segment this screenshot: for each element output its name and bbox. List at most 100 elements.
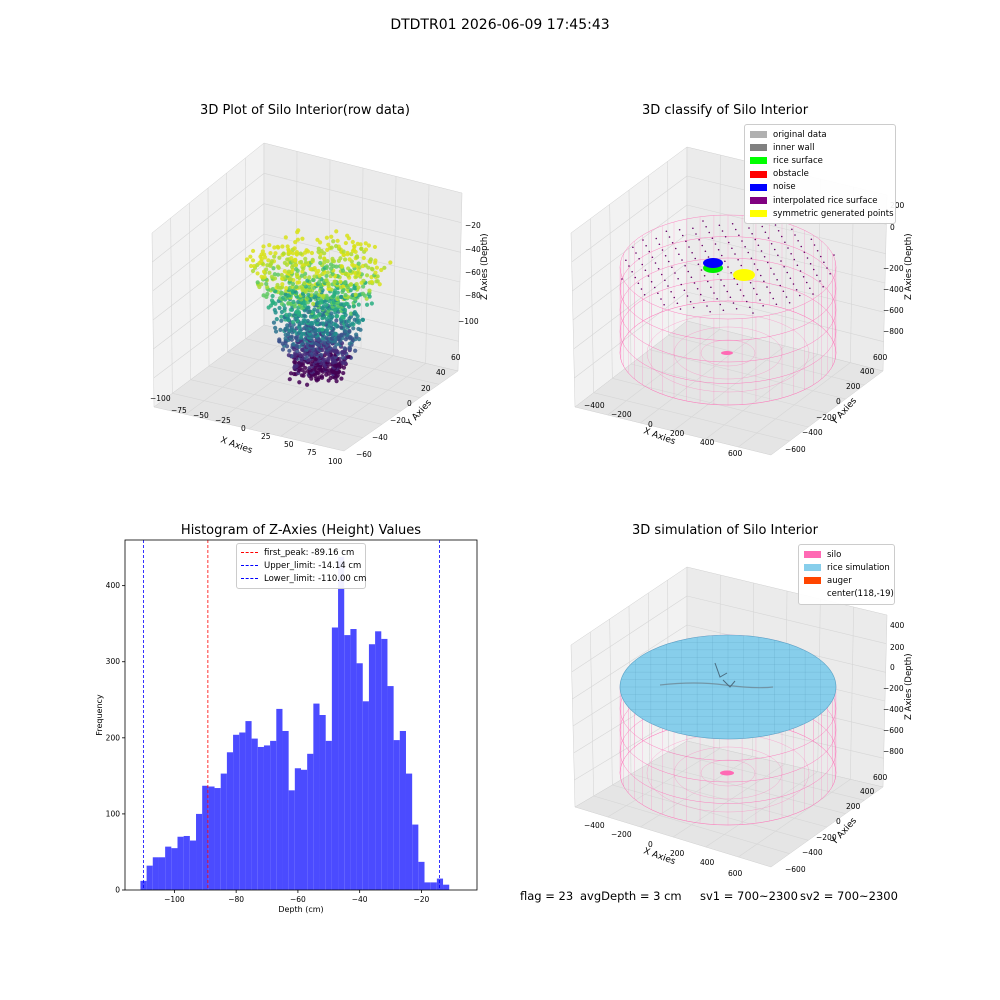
histogram-reference-lines <box>143 540 440 890</box>
histogram-ylabel: Frequency <box>95 694 104 736</box>
simulation-rice-mesh <box>620 635 836 739</box>
histogram-bar <box>202 785 209 890</box>
histogram-bar <box>177 836 184 890</box>
legend-label: inner wall <box>773 142 815 153</box>
classify-xtick: 200 <box>670 429 685 438</box>
raw-scatter-points <box>244 228 393 387</box>
histogram-bar <box>189 840 197 890</box>
histogram-bar <box>387 686 394 890</box>
simulation-floor-marker <box>720 770 734 776</box>
histogram-bar <box>412 824 419 890</box>
classify-ytick: −600 <box>785 445 806 454</box>
simulation-ytick: 200 <box>846 802 861 811</box>
legend-swatch <box>804 551 821 559</box>
raw-ytick: 20 <box>421 384 431 393</box>
legend-line <box>241 552 258 554</box>
histogram-bar <box>251 738 258 890</box>
simulation-zlabel: Z Axies (Depth) <box>904 653 914 720</box>
classify-ytick: −200 <box>816 413 837 422</box>
legend-label: center(118,-19) <box>827 589 894 600</box>
legend-swatch <box>804 577 821 585</box>
simulation-ztick: 400 <box>890 621 905 630</box>
legend-label: symmetric generated points <box>773 208 894 219</box>
raw-ztick: −100 <box>458 317 479 326</box>
histogram-bar <box>233 734 240 890</box>
raw-ytick: 0 <box>407 399 412 408</box>
raw-ztick: −40 <box>465 245 481 254</box>
histogram-bar <box>424 882 431 890</box>
legend-label: rice surface <box>773 155 823 166</box>
raw-xtick: 75 <box>307 448 317 457</box>
raw-xtick: −50 <box>193 411 209 420</box>
histogram-ytick-label: 300 <box>106 657 121 666</box>
legend-swatch <box>750 183 767 191</box>
raw-zlabel: Z Axies (Depth) <box>480 233 490 300</box>
histogram-frame <box>124 539 478 891</box>
sv2-value: sv2 = 700~2300 <box>800 889 898 903</box>
classify-panel-title: 3D classify of Silo Interior <box>641 103 809 118</box>
histogram-bar <box>307 753 314 890</box>
figure-title: DTDTR01 2026-06-09 17:45:43 <box>390 17 610 33</box>
histogram-bar <box>430 882 437 890</box>
classify-ytick: 400 <box>860 367 875 376</box>
histogram-x-ticks: −100 −80 −60 −40 −20 <box>164 890 430 904</box>
legend-swatch <box>804 591 821 598</box>
histogram-bar <box>270 740 277 890</box>
legend-swatch <box>750 131 767 139</box>
sv1-value: sv1 = 700~2300 <box>700 889 798 903</box>
classify-ytick: 200 <box>846 382 861 391</box>
classify-ztick: −600 <box>883 306 904 315</box>
classify-ztick: 0 <box>890 223 895 232</box>
classify-noise-points <box>703 258 723 268</box>
legend-item-obstacle: obstacle <box>750 168 890 181</box>
histogram-xtick-label: −80 <box>228 895 244 904</box>
classify-ytick: −400 <box>802 428 823 437</box>
legend-label: auger <box>827 575 852 586</box>
classify-ztick: −200 <box>883 264 904 273</box>
legend-item-center: center(118,-19) <box>804 588 894 601</box>
simulation-xtick: 0 <box>648 840 653 849</box>
histogram-bar <box>288 790 295 890</box>
histogram-bar <box>214 788 221 890</box>
simulation-ztick: −200 <box>883 684 904 693</box>
raw-panel-title: 3D Plot of Silo Interior(row data) <box>200 103 410 118</box>
legend-item-noise: noise <box>750 181 890 194</box>
simulation-xtick: −200 <box>611 830 632 839</box>
legend-label: rice simulation <box>827 562 890 573</box>
classify-symmetric-points <box>733 269 755 281</box>
legend-item-original-data: original data <box>750 128 890 141</box>
legend-swatch <box>750 210 767 218</box>
simulation-xtick: 200 <box>670 849 685 858</box>
legend-item-silo: silo <box>804 548 889 561</box>
histogram-bar <box>405 773 413 890</box>
raw-ztick: −80 <box>465 291 481 300</box>
raw-xtick: 100 <box>328 457 343 466</box>
histogram-title: Histogram of Z-Axies (Height) Values <box>180 523 422 538</box>
legend-item-lower-limit: Lower_limit: -110.00 cm <box>241 572 366 585</box>
histogram-bar <box>245 721 252 890</box>
raw-ztick: −20 <box>465 221 481 230</box>
histogram-bar <box>257 746 264 890</box>
histogram-bar <box>183 835 190 890</box>
simulation-ztick: 200 <box>890 643 905 652</box>
histogram-bar <box>158 857 166 890</box>
legend-item-interpolated: interpolated rice surface <box>750 194 890 207</box>
simulation-ytick: 400 <box>860 787 875 796</box>
histogram-bar <box>226 752 234 890</box>
histogram-bar <box>331 627 339 890</box>
histogram-bar <box>393 740 400 890</box>
histogram-ytick-label: 400 <box>106 581 121 590</box>
simulation-ztick: −600 <box>883 726 904 735</box>
histogram-bars <box>140 556 450 890</box>
histogram-bar <box>368 644 376 890</box>
simulation-ytick: −200 <box>816 833 837 842</box>
simulation-xtick: 600 <box>728 869 743 878</box>
simulation-ztick: −400 <box>883 705 904 714</box>
legend-item-upper-limit: Upper_limit: -14.14 cm <box>241 559 361 572</box>
classify-xtick: 600 <box>728 449 743 458</box>
classify-silo-wireframe <box>619 214 837 406</box>
raw-ytick: 40 <box>436 368 446 377</box>
histogram-bar <box>146 865 153 890</box>
raw-ytick: −60 <box>356 450 372 459</box>
simulation-ztick: 0 <box>890 663 895 672</box>
